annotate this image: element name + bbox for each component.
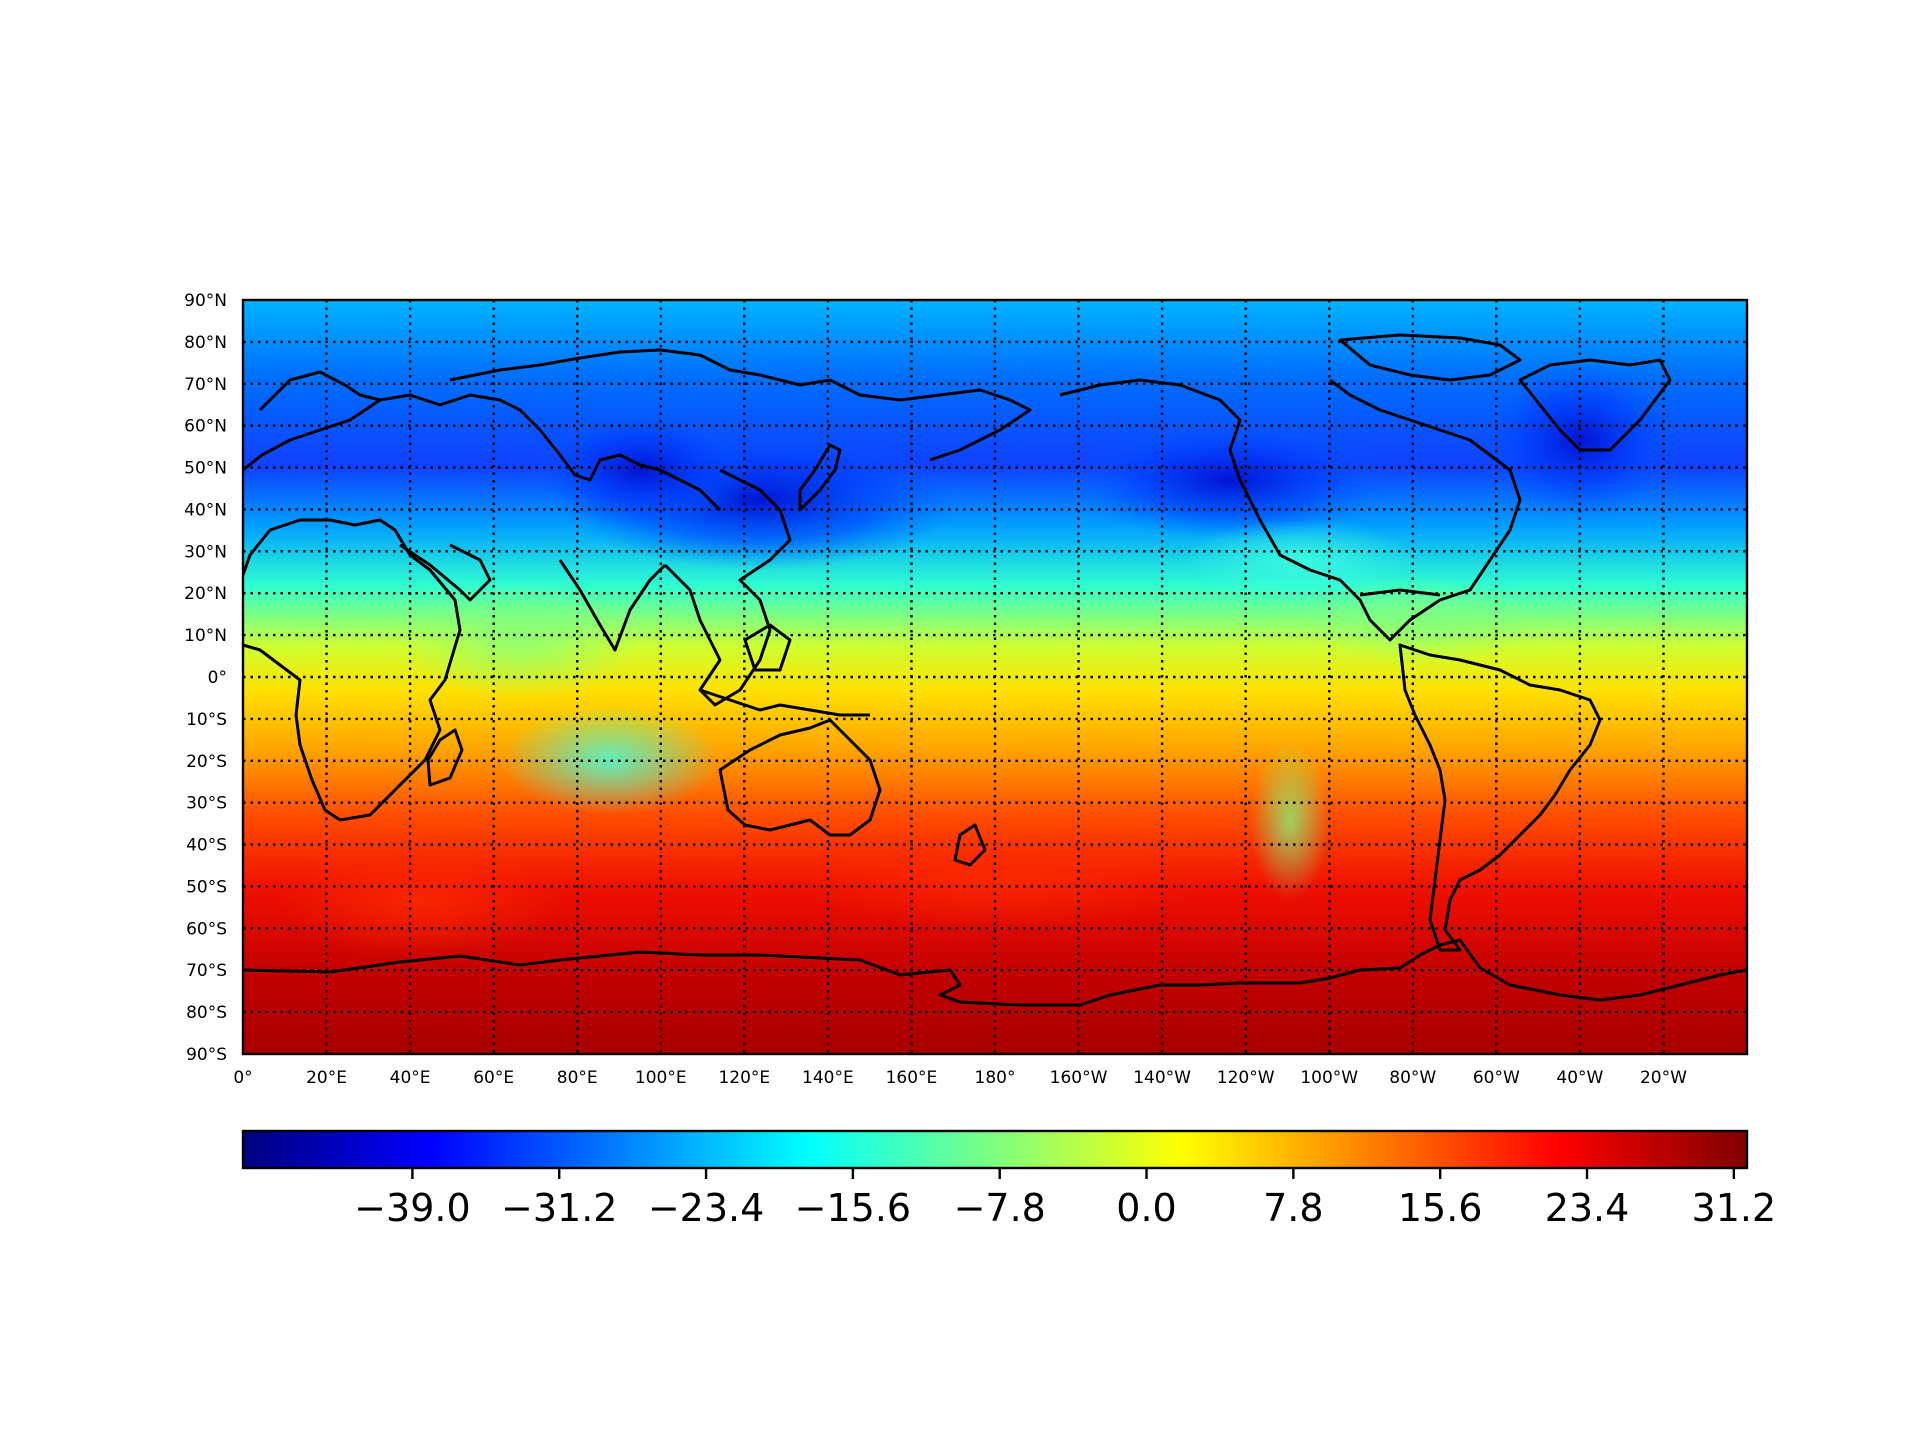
lat-tick-label: 20°S	[186, 752, 227, 772]
lon-tick-label: 160°E	[886, 1068, 938, 1088]
coastline-madagascar	[426, 728, 464, 787]
coastline-arctic-islands	[1338, 333, 1522, 382]
coastline-new-zealand	[953, 823, 987, 867]
coastline-arabia	[399, 543, 492, 602]
colorbar-tick-label: −23.4	[648, 1186, 764, 1230]
lat-tick-label: 30°N	[184, 542, 227, 562]
lat-tick-label: 60°N	[184, 417, 227, 437]
lat-tick-label: 80°S	[186, 1003, 227, 1023]
lon-tick-label: 80°E	[557, 1068, 598, 1088]
colorbar-gradient	[241, 1129, 1749, 1170]
colorbar-tick-label: −7.8	[954, 1186, 1046, 1230]
colorbar-tick-label: 31.2	[1692, 1186, 1777, 1230]
lon-tick-label: 100°W	[1300, 1068, 1358, 1088]
colorbar-tick-label: 7.8	[1263, 1186, 1323, 1230]
lon-tick-label: 20°W	[1640, 1068, 1687, 1088]
coastline-africa	[243, 518, 462, 822]
colorbar-ticks: −39.0 −31.2 −23.4 −15.6 −7.8 0.0 7.8 15.6 23.4 31…	[354, 1168, 1776, 1230]
lon-tick-label: 160°W	[1050, 1068, 1108, 1088]
lon-tick-label: 0°	[233, 1068, 252, 1088]
gridlines	[243, 300, 1747, 1054]
coastline-australia	[718, 718, 882, 837]
lon-tick-label: 140°E	[802, 1068, 854, 1088]
lon-tick-label: 60°E	[473, 1068, 514, 1088]
colorbar-tick-label: 15.6	[1398, 1186, 1483, 1230]
coastline-antarctica	[243, 938, 1747, 1007]
lat-tick-label: 80°N	[184, 333, 227, 353]
lat-tick-label: 40°S	[186, 836, 227, 856]
lon-tick-label: 80°W	[1389, 1068, 1436, 1088]
lat-tick-label: 20°N	[184, 584, 227, 604]
lat-tick-label: 70°N	[184, 375, 227, 395]
lat-tick-label: 10°S	[186, 710, 227, 730]
coastline-india	[558, 559, 667, 652]
coastline-south-america	[1398, 643, 1602, 952]
lat-tick-label: 60°S	[186, 919, 227, 939]
lon-tick-label: 40°W	[1556, 1068, 1603, 1088]
colorbar: −39.0 −31.2 −23.4 −15.6 −7.8 0.0 7.8 15.6 23.4 31…	[241, 1129, 1776, 1230]
coastline-scandinavia	[258, 370, 381, 412]
lon-tick-label: 60°W	[1473, 1068, 1520, 1088]
lat-tick-label: 90°S	[186, 1045, 227, 1065]
lat-tick-label: 0°	[208, 668, 227, 688]
lon-tick-label: 120°W	[1217, 1068, 1275, 1088]
lat-tick-label: 40°N	[184, 500, 227, 520]
lon-tick-label: 20°E	[306, 1068, 347, 1088]
coastline-asia-north	[449, 348, 1032, 462]
lon-tick-label: 140°W	[1133, 1068, 1191, 1088]
lat-tick-label: 10°N	[184, 626, 227, 646]
lat-tick-labels: 90°N 80°N 70°N 60°N 50°N 40°N 30°N 20°N 10°N 0° 10…	[184, 291, 227, 1065]
lat-tick-label: 90°N	[184, 291, 227, 311]
colorbar-tick-label: −39.0	[354, 1186, 470, 1230]
coastline-north-america	[1059, 378, 1522, 642]
colorbar-tick-label: 23.4	[1545, 1186, 1630, 1230]
lat-tick-label: 50°S	[186, 877, 227, 897]
coastline-indonesia	[699, 688, 870, 717]
coastline-japan	[798, 443, 842, 512]
lat-tick-label: 50°N	[184, 459, 227, 479]
colorbar-tick-label: −31.2	[501, 1186, 617, 1230]
map-frame	[241, 298, 1749, 1056]
colorbar-tick-label: 0.0	[1116, 1186, 1176, 1230]
coastline-se-asia	[663, 468, 792, 707]
lat-tick-label: 30°S	[186, 794, 227, 814]
lon-tick-labels: 0° 20°E 40°E 60°E 80°E 100°E 120°E 140°E 160°E 18…	[233, 1068, 1687, 1088]
lon-tick-label: 100°E	[635, 1068, 687, 1088]
lon-tick-label: 120°E	[718, 1068, 770, 1088]
lat-tick-label: 70°S	[186, 961, 227, 981]
lon-tick-label: 40°E	[390, 1068, 431, 1088]
coastline-borneo	[743, 623, 792, 672]
coastline-caribbean	[1359, 588, 1441, 597]
colorbar-tick-label: −15.6	[795, 1186, 911, 1230]
lon-tick-label: 180°	[975, 1068, 1016, 1088]
